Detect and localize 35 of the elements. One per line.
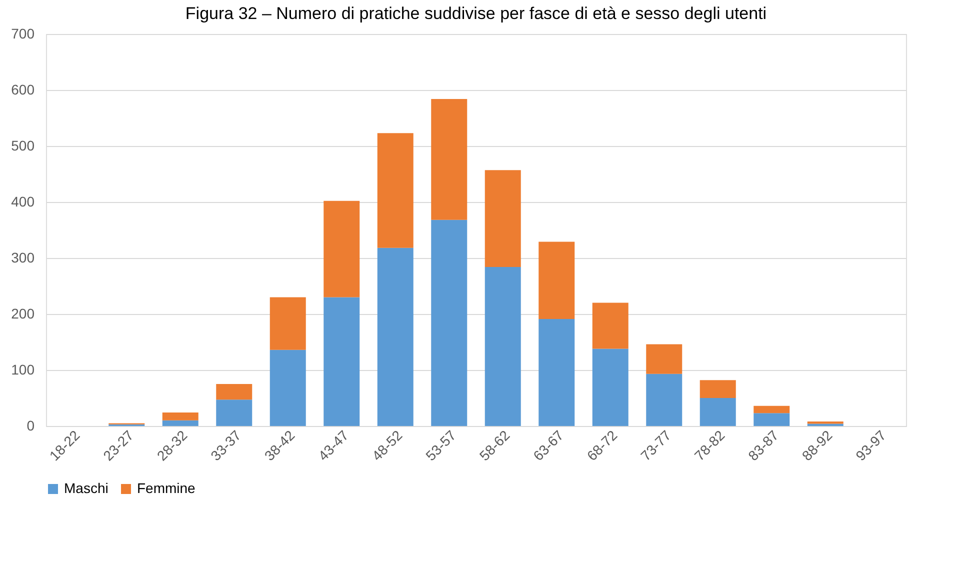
bar (484, 170, 521, 267)
bar (270, 297, 306, 350)
y-tick-label: 600 (11, 82, 35, 98)
bar (484, 266, 521, 426)
bar (162, 420, 198, 426)
bar (700, 398, 736, 426)
bar (377, 133, 414, 248)
y-tick-label: 700 (11, 26, 35, 42)
legend-label: Maschi (64, 480, 108, 496)
bar (592, 302, 628, 349)
bar (324, 200, 360, 298)
bar (270, 350, 306, 426)
y-tick-label: 300 (11, 250, 35, 266)
y-tick-label: 100 (11, 362, 35, 378)
bar (538, 242, 575, 320)
bar (431, 98, 468, 220)
bar (162, 412, 198, 420)
bar (216, 384, 252, 400)
bar (646, 374, 682, 426)
legend-label: Femmine (137, 480, 196, 496)
bar (754, 406, 790, 414)
bar (700, 380, 736, 398)
y-tick-label: 400 (11, 194, 35, 210)
y-tick-label: 0 (26, 418, 35, 434)
chart-title: Figura 32 – Numero di pratiche suddivise per fasce di età e sesso degli utenti (185, 4, 767, 23)
y-tick-label: 200 (11, 306, 35, 322)
bar (592, 348, 628, 426)
bar (646, 344, 682, 374)
bar (538, 319, 575, 426)
y-tick-label: 500 (11, 138, 35, 154)
bar (324, 297, 360, 426)
bar (754, 413, 790, 426)
bar (377, 248, 414, 426)
bar (431, 220, 468, 426)
bar (216, 400, 252, 426)
